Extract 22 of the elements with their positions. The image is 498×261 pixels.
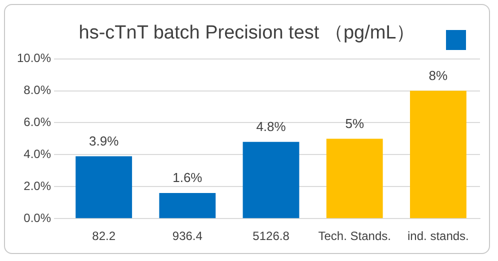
data-label: 5% [345,116,364,131]
bar [159,193,216,218]
data-label: 8% [428,68,448,83]
y-tick-label: 6.0% [24,115,52,130]
data-label: 4.8% [256,118,286,134]
y-tick-label: 10.0% [16,51,52,66]
bar [76,156,132,218]
y-tick-label: 2.0% [24,178,52,193]
y-tick-label: 0.0% [24,210,52,225]
chart-title: hs-cTnT batch Precision test （pg/mL） [78,22,416,44]
bar [326,138,383,218]
x-tick-label: 936.4 [172,229,203,244]
bar [410,90,466,218]
x-tick-label: Tech. Stands. [318,229,391,244]
data-label: 1.6% [172,170,203,186]
y-tick-label: 8.0% [24,83,52,98]
x-tick-label: 82.2 [92,229,116,244]
y-tick-label: 4.0% [24,146,52,161]
bar [242,142,300,218]
x-tick-label: 5126.8 [252,229,290,244]
x-tick-label: ind. stands. [408,229,469,244]
data-label: 3.9% [89,133,120,148]
